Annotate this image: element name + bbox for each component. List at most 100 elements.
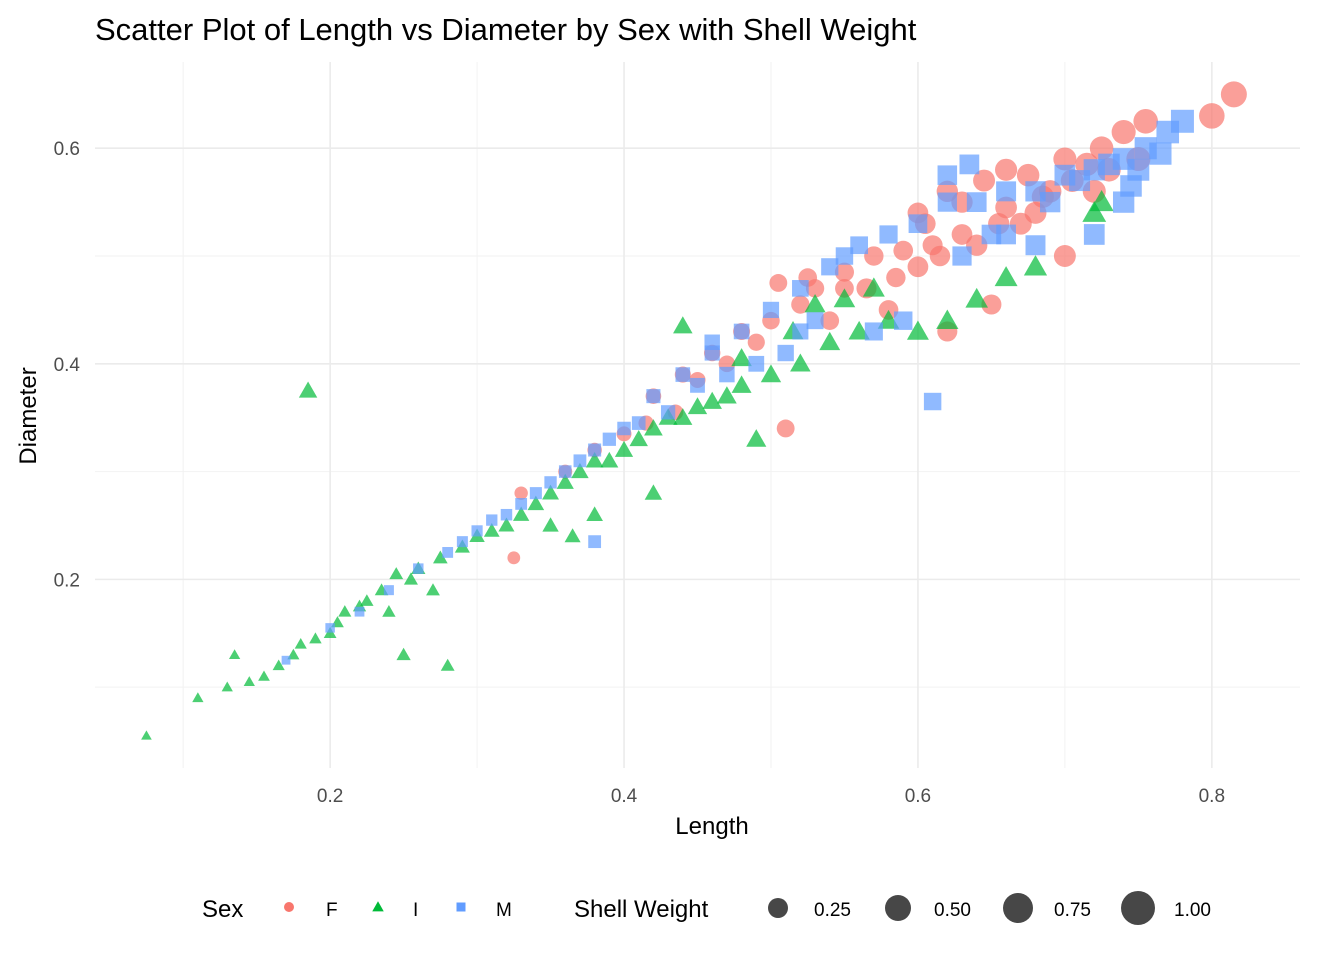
data-point-m-27 <box>413 563 424 574</box>
data-point-i-18 <box>396 647 411 661</box>
data-point-m-32 <box>923 392 942 411</box>
legend-label-f: F <box>326 900 338 921</box>
data-point-m-44 <box>835 247 854 265</box>
data-point-m-22 <box>558 465 572 478</box>
data-point-m-21 <box>588 443 602 457</box>
data-point-m-54 <box>544 476 557 489</box>
data-point-m-29 <box>354 606 365 617</box>
x-tick-label: 0.6 <box>905 786 931 807</box>
legend-size-key-025 <box>768 898 788 918</box>
data-point-m-55 <box>515 498 528 510</box>
data-point-i-65 <box>862 277 885 297</box>
data-point-i-10 <box>309 632 322 644</box>
data-point-i-56 <box>542 517 559 532</box>
data-point-i-19 <box>403 572 418 585</box>
data-point-f-31 <box>507 551 521 565</box>
data-point-f-3 <box>1111 120 1136 145</box>
data-point-f-49 <box>747 333 765 351</box>
data-point-f-0 <box>1220 81 1247 108</box>
y-axis-title: Diameter <box>15 367 42 464</box>
data-point-m-15 <box>762 301 780 319</box>
legend-size-key-050 <box>885 895 911 921</box>
data-point-i-55 <box>1089 190 1114 212</box>
data-point-m-34 <box>894 311 913 330</box>
data-point-m-7 <box>996 181 1017 202</box>
legend-key-i-triangle <box>372 901 384 912</box>
data-point-f-2 <box>1133 108 1158 134</box>
chart-title: Scatter Plot of Length vs Diameter by Se… <box>95 12 917 47</box>
data-point-m-45 <box>806 312 824 330</box>
data-point-i-44 <box>760 364 782 383</box>
data-point-m-10 <box>908 214 928 234</box>
legend-size-label-025: 0.25 <box>814 900 851 921</box>
x-tick-label: 0.2 <box>317 786 343 807</box>
data-point-m-65 <box>1120 175 1142 197</box>
data-point-i-62 <box>673 316 693 334</box>
data-point-i-17 <box>389 567 404 580</box>
data-point-m-30 <box>325 623 335 633</box>
data-point-m-12 <box>850 236 868 255</box>
legend-title-shell-weight: Shell Weight <box>574 896 709 923</box>
data-points <box>141 81 1247 740</box>
data-point-m-59 <box>792 323 809 340</box>
data-point-i-30 <box>556 473 574 489</box>
data-point-m-51 <box>631 416 646 430</box>
data-point-f-5 <box>1053 147 1077 171</box>
data-point-f-35 <box>1053 245 1076 267</box>
data-point-i-32 <box>585 451 604 468</box>
data-point-m-63 <box>996 224 1016 245</box>
data-point-i-33 <box>600 451 619 468</box>
legend-entry-f: F <box>284 900 338 921</box>
data-point-f-30 <box>514 486 528 500</box>
data-point-m-14 <box>792 280 809 297</box>
data-point-i-1 <box>192 692 204 703</box>
data-point-i-31 <box>571 462 589 479</box>
y-axis-ticks: 0.2 0.4 0.6 <box>54 139 81 591</box>
data-point-i-0 <box>141 730 152 740</box>
data-point-m-50 <box>660 405 676 420</box>
legend-entry-size-075: 0.75 <box>1003 893 1091 923</box>
data-point-f-7 <box>995 158 1018 181</box>
y-tick-label: 0.6 <box>54 139 80 160</box>
data-point-i-51 <box>965 287 989 308</box>
data-point-i-41 <box>717 386 737 404</box>
data-point-m-46 <box>777 344 794 362</box>
data-point-m-56 <box>486 514 498 526</box>
legend-entry-m: M <box>456 900 512 921</box>
data-point-f-56 <box>995 196 1017 219</box>
y-tick-label: 0.2 <box>54 570 80 591</box>
data-point-i-45 <box>790 353 811 372</box>
data-point-i-9 <box>294 637 307 649</box>
data-point-i-15 <box>360 594 374 606</box>
data-point-i-58 <box>586 506 603 521</box>
data-point-i-8 <box>298 381 318 398</box>
legend-entry-size-100: 1.00 <box>1121 891 1211 925</box>
data-point-m-18 <box>675 367 691 382</box>
data-point-i-66 <box>731 348 752 367</box>
data-point-m-60 <box>704 334 720 350</box>
data-point-m-11 <box>879 225 898 244</box>
data-point-m-39 <box>1098 153 1120 176</box>
data-point-m-35 <box>952 246 972 266</box>
legend-entry-size-050: 0.50 <box>885 895 971 921</box>
data-point-m-19 <box>646 389 661 404</box>
data-point-m-62 <box>1025 235 1046 256</box>
data-point-m-26 <box>442 547 454 558</box>
legend-key-shape-m <box>456 902 466 912</box>
legend-label-m: M <box>496 900 512 921</box>
data-point-i-4 <box>243 676 255 686</box>
data-point-m-42 <box>937 165 958 185</box>
data-point-f-37 <box>820 311 840 331</box>
legend-label-i: I <box>413 900 418 921</box>
data-point-f-48 <box>791 295 810 314</box>
data-point-i-54 <box>1082 200 1107 222</box>
data-point-m-57 <box>456 536 468 548</box>
data-point-i-59 <box>644 484 663 500</box>
data-point-i-48 <box>877 309 900 329</box>
x-tick-label: 0.4 <box>611 786 638 807</box>
data-point-i-40 <box>702 391 722 409</box>
data-point-m-28 <box>383 585 394 596</box>
data-point-i-5 <box>258 670 270 681</box>
legend-size-label-100: 1.00 <box>1174 900 1211 921</box>
x-tick-label: 0.8 <box>1199 786 1225 807</box>
